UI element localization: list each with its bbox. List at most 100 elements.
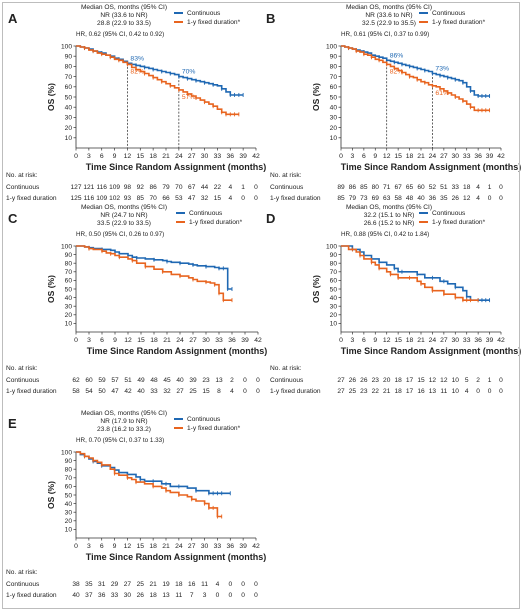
- y-tick-label: 60: [65, 84, 73, 91]
- risk-cell-continuous: 18: [463, 184, 471, 191]
- y-tick-label: 10: [65, 321, 73, 328]
- risk-cell-fixed: 35: [440, 195, 448, 202]
- risk-cell-continuous: 12: [440, 377, 448, 384]
- y-tick-label: 100: [61, 243, 72, 250]
- series-fixed-line: [76, 451, 222, 518]
- risk-cell-fixed: 26: [452, 195, 460, 202]
- risk-cell-fixed: 27: [337, 388, 345, 395]
- risk-cell-continuous: 86: [349, 184, 357, 191]
- risk-cell-fixed: 109: [96, 195, 107, 202]
- x-tick-label: 12: [124, 337, 132, 344]
- x-tick-label: 42: [497, 337, 505, 344]
- x-axis-title: Time Since Random Assignment (months): [341, 162, 522, 172]
- y-tick-label: 40: [65, 295, 73, 302]
- y-tick-label: 20: [65, 125, 73, 132]
- median-header: Median OS, months (95% CI): [346, 4, 432, 11]
- risk-cell-fixed: 4: [465, 388, 469, 395]
- y-axis-title: OS (%): [46, 481, 56, 509]
- x-tick-label: 21: [163, 337, 171, 344]
- risk-cell-continuous: 0: [228, 581, 232, 588]
- x-tick-label: 42: [254, 337, 262, 344]
- risk-cell-fixed: 18: [394, 388, 402, 395]
- median-header: Median OS, months (95% CI): [81, 4, 167, 11]
- risk-cell-fixed: 70: [149, 195, 157, 202]
- risk-cell-fixed: 21: [383, 388, 391, 395]
- risk-cell-fixed: 7: [190, 592, 194, 599]
- median-header: Median OS, months (95% CI): [346, 204, 432, 211]
- risk-cell-continuous: 80: [372, 184, 380, 191]
- risk-row-continuous-label: Continuous: [6, 184, 40, 191]
- risk-cell-continuous: 48: [150, 377, 158, 384]
- x-tick-label: 0: [74, 543, 78, 550]
- risk-cell-fixed: 37: [85, 592, 93, 599]
- median-fixed: 28.8 (22.9 to 33.5): [97, 20, 151, 27]
- y-tick-label: 30: [65, 510, 73, 517]
- milestone-label: 82%: [390, 68, 404, 75]
- risk-cell-fixed: 116: [84, 195, 95, 202]
- x-tick-label: 27: [188, 543, 196, 550]
- median-fixed: 33.5 (22.9 to 33.5): [97, 220, 151, 227]
- panel-B: B Median OS, months (95% CI)NR (33.6 to N…: [266, 4, 521, 202]
- risk-cell-continuous: 2: [230, 377, 234, 384]
- risk-cell-fixed: 79: [349, 195, 357, 202]
- panel-letter: B: [266, 11, 275, 26]
- risk-cell-continuous: 121: [83, 184, 94, 191]
- milestone-label: 70%: [182, 69, 196, 76]
- y-tick-label: 60: [65, 484, 73, 491]
- risk-cell-fixed: 25: [189, 388, 197, 395]
- median-continuous: 32.2 (15.1 to NR): [364, 212, 415, 219]
- y-tick-label: 90: [65, 54, 73, 61]
- risk-cell-fixed: 13: [162, 592, 170, 599]
- y-axis-title: OS (%): [311, 83, 321, 111]
- y-tick-label: 100: [61, 43, 72, 50]
- risk-table-title: No. at risk:: [6, 172, 38, 179]
- risk-cell-fixed: 27: [176, 388, 184, 395]
- y-tick-label: 30: [65, 115, 73, 122]
- risk-cell-continuous: 92: [137, 184, 145, 191]
- x-tick-label: 6: [100, 337, 104, 344]
- risk-cell-continuous: 4: [216, 581, 220, 588]
- x-tick-label: 27: [189, 337, 197, 344]
- risk-cell-fixed: 33: [150, 388, 158, 395]
- risk-cell-continuous: 23: [202, 377, 210, 384]
- risk-cell-fixed: 93: [124, 195, 132, 202]
- panel-letter: D: [266, 211, 275, 226]
- x-tick-label: 18: [406, 337, 414, 344]
- x-tick-label: 36: [474, 153, 482, 160]
- risk-cell-continuous: 23: [372, 377, 380, 384]
- x-tick-label: 30: [201, 543, 209, 550]
- risk-cell-continuous: 35: [85, 581, 93, 588]
- risk-cell-fixed: 47: [188, 195, 196, 202]
- legend-continuous-label: Continuous: [187, 416, 221, 423]
- x-tick-label: 18: [149, 153, 157, 160]
- risk-cell-fixed: 11: [440, 388, 447, 395]
- x-tick-label: 9: [373, 153, 377, 160]
- risk-cell-continuous: 39: [189, 377, 197, 384]
- x-tick-label: 42: [497, 153, 505, 160]
- series-fixed-line: [341, 245, 479, 301]
- x-tick-label: 24: [175, 543, 183, 550]
- risk-cell-fixed: 0: [476, 388, 480, 395]
- y-tick-label: 60: [330, 84, 338, 91]
- hazard-ratio: HR, 0.61 (95% CI, 0.37 to 0.99): [341, 31, 429, 38]
- risk-cell-fixed: 102: [109, 195, 120, 202]
- y-tick-label: 70: [65, 475, 73, 482]
- panel-D: D Median OS, months (95% CI)32.2 (15.1 to…: [266, 204, 521, 395]
- risk-cell-fixed: 17: [406, 388, 414, 395]
- risk-cell-continuous: 62: [72, 377, 80, 384]
- risk-cell-fixed: 40: [72, 592, 80, 599]
- y-tick-label: 60: [65, 278, 73, 285]
- x-tick-label: 33: [215, 337, 223, 344]
- risk-cell-fixed: 0: [241, 592, 245, 599]
- y-tick-label: 10: [330, 135, 338, 142]
- risk-cell-continuous: 15: [417, 377, 425, 384]
- y-axis-title: OS (%): [311, 275, 321, 303]
- risk-cell-fixed: 32: [201, 195, 209, 202]
- median-fixed: 26.6 (15.2 to NR): [364, 220, 415, 227]
- x-axis-title: Time Since Random Assignment (months): [87, 346, 268, 356]
- risk-cell-continuous: 18: [175, 581, 183, 588]
- risk-cell-continuous: 29: [111, 581, 119, 588]
- x-tick-label: 39: [486, 337, 494, 344]
- risk-cell-continuous: 25: [137, 581, 145, 588]
- risk-cell-fixed: 0: [254, 592, 258, 599]
